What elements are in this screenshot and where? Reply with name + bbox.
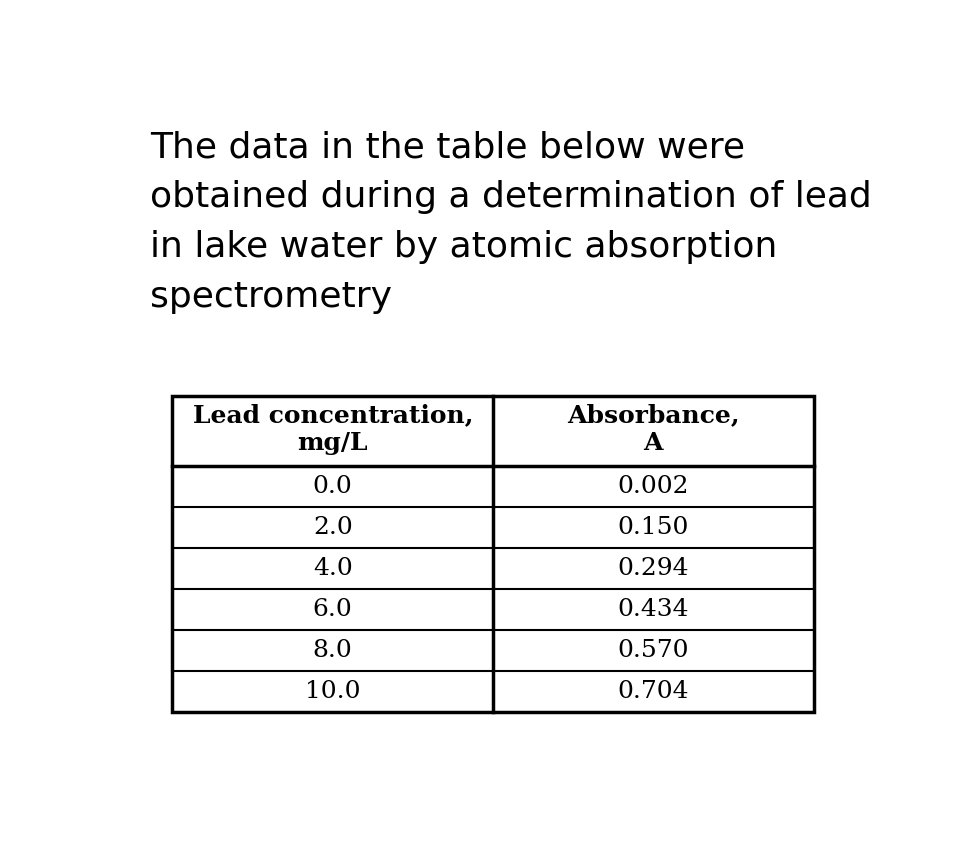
Text: Absorbance,: Absorbance,	[566, 404, 739, 427]
Text: 0.704: 0.704	[617, 679, 688, 702]
Text: The data in the table below were: The data in the table below were	[150, 130, 745, 164]
Text: 10.0: 10.0	[305, 679, 360, 702]
Text: spectrometry: spectrometry	[150, 280, 392, 313]
Text: 0.0: 0.0	[312, 475, 353, 498]
Text: 6.0: 6.0	[312, 598, 353, 620]
Text: 8.0: 8.0	[312, 639, 353, 662]
Text: 0.294: 0.294	[617, 557, 688, 580]
Text: 2.0: 2.0	[312, 516, 353, 539]
Text: A: A	[643, 432, 662, 456]
Text: 0.570: 0.570	[617, 639, 688, 662]
Text: 4.0: 4.0	[312, 557, 353, 580]
Text: Lead concentration,: Lead concentration,	[192, 404, 473, 427]
Text: mg/L: mg/L	[297, 432, 368, 456]
Text: 0.150: 0.150	[617, 516, 688, 539]
Text: 0.002: 0.002	[617, 475, 688, 498]
Bar	[172, 396, 813, 712]
Text: obtained during a determination of lead: obtained during a determination of lead	[150, 180, 871, 214]
Text: in lake water by atomic absorption: in lake water by atomic absorption	[150, 230, 776, 264]
Text: 0.434: 0.434	[617, 598, 688, 620]
